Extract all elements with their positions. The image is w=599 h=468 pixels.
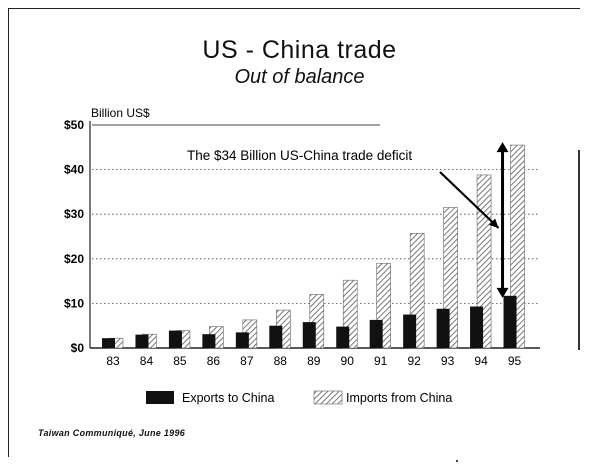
legend-label-exports: Exports to China [182,391,274,405]
x-tick-label: 91 [374,354,388,368]
export-bar-93 [436,308,450,348]
export-bar-92 [403,314,417,348]
x-tick-label: 92 [407,354,421,368]
export-bar-89 [302,322,316,348]
export-bar-91 [369,319,383,348]
export-bar-95 [503,295,517,348]
y-tick-label: $40 [64,163,84,177]
x-tick-label: 94 [474,354,488,368]
chart-subtitle: Out of balance [234,66,365,88]
legend-label-imports: Imports from China [346,391,452,405]
export-bar-90 [336,326,350,348]
export-bar-87 [235,332,249,348]
y-axis-label: Billion US$ [91,106,150,120]
legend-swatch-exports [146,391,174,404]
legend-swatch-imports [313,390,343,405]
x-tick-label: 89 [307,354,321,368]
y-tick-label: $50 [64,118,84,132]
x-tick-label: 87 [240,354,254,368]
export-bar-84 [135,334,149,348]
export-bar-88 [269,325,283,348]
deficit-arrow-head-up [496,142,509,153]
scan-speck [456,460,458,462]
export-bar-94 [470,306,484,348]
annotation-pointer [439,171,500,229]
y-tick-label: $10 [64,296,84,310]
deficit-arrow-head-down [496,287,509,298]
y-tick-label: $0 [71,341,85,355]
axis-labels: $0 $10 $20 $30 $40 $50 Billion US$ 83 84 85 86 87 88… [64,106,522,368]
export-bar-83 [102,338,115,348]
x-tick-label: 83 [106,354,120,368]
x-tick-label: 84 [140,354,154,368]
x-tick-label: 86 [207,354,221,368]
x-tick-label: 95 [508,354,522,368]
annotation-group: The $34 Billion US-China trade deficit [187,142,509,298]
frame-edge-mark [578,150,580,350]
y-tick-label: $30 [64,207,84,221]
export-bar-86 [202,334,216,348]
legend: Exports to China Imports from China [146,390,452,405]
chart-title: US - China trade [202,36,397,64]
bars [102,144,525,349]
source-credit: Taiwan Communiqué, June 1996 [38,428,186,438]
x-tick-label: 88 [274,354,288,368]
x-tick-label: 85 [173,354,187,368]
annotation-text: The $34 Billion US-China trade deficit [187,148,412,163]
annotation-pointer-head [488,218,499,228]
x-tick-label: 90 [341,354,355,368]
x-tick-label: 93 [441,354,455,368]
export-bar-85 [168,330,182,348]
y-tick-label: $20 [64,252,84,266]
chart-frame [8,8,580,457]
